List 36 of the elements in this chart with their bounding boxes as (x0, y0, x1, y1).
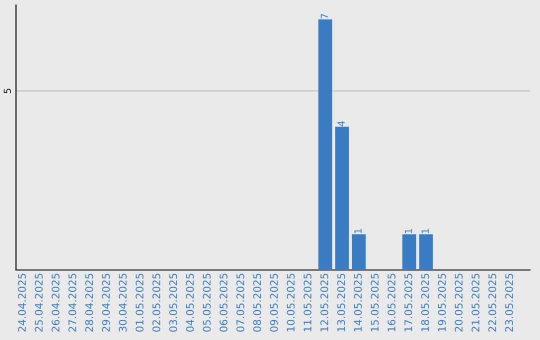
x-tick-label: 21.05.2025 (472, 274, 480, 332)
ref-line-label: 5 (4, 88, 12, 94)
x-tick-label: 07.05.2025 (236, 274, 244, 332)
x-tick-label: 01.05.2025 (136, 274, 144, 332)
x-tick-label: 15.05.2025 (370, 274, 379, 332)
data-label: 4 (338, 121, 345, 126)
data-label: 1 (404, 228, 412, 234)
data-label: 1 (422, 228, 429, 234)
data-label: 7 (320, 14, 328, 19)
x-tick-label: 05.05.2025 (202, 274, 211, 332)
x-tick-label: 27.04.2025 (68, 274, 76, 332)
x-tick-label: 23.05.2025 (505, 274, 514, 332)
x-tick-label: 09.05.2025 (270, 274, 278, 332)
data-label: 1 (354, 228, 362, 234)
x-tick-label: 10.05.2025 (286, 274, 295, 332)
x-tick-label: 08.05.2025 (253, 274, 262, 332)
x-tick-label: 12.05.2025 (320, 274, 328, 332)
x-tick-label: 22.05.2025 (488, 274, 496, 332)
x-tick-label: 25.04.2025 (34, 274, 43, 332)
x-tick-label: 24.04.2025 (18, 274, 26, 332)
x-tick-label: 04.05.2025 (186, 274, 194, 332)
x-tick-label: 28.04.2025 (85, 274, 94, 332)
x-tick-label: 26.04.2025 (52, 274, 60, 332)
x-tick-label: 20.05.2025 (454, 274, 463, 332)
x-tick-label: 14.05.2025 (354, 274, 362, 332)
x-tick-label: 16.05.2025 (388, 274, 396, 332)
x-tick-label: 02.05.2025 (152, 274, 160, 332)
x-tick-label: 13.05.2025 (337, 274, 346, 332)
x-tick-label: 29.04.2025 (102, 274, 110, 332)
x-tick-label: 11.05.2025 (304, 274, 312, 332)
x-tick-label: 30.04.2025 (118, 274, 127, 332)
x-tick-label: 18.05.2025 (421, 274, 430, 332)
x-tick-label: 03.05.2025 (169, 274, 178, 332)
x-tick-label: 19.05.2025 (438, 274, 446, 332)
x-tick-label: 17.05.2025 (404, 274, 412, 332)
x-tick-label: 06.05.2025 (220, 274, 228, 332)
